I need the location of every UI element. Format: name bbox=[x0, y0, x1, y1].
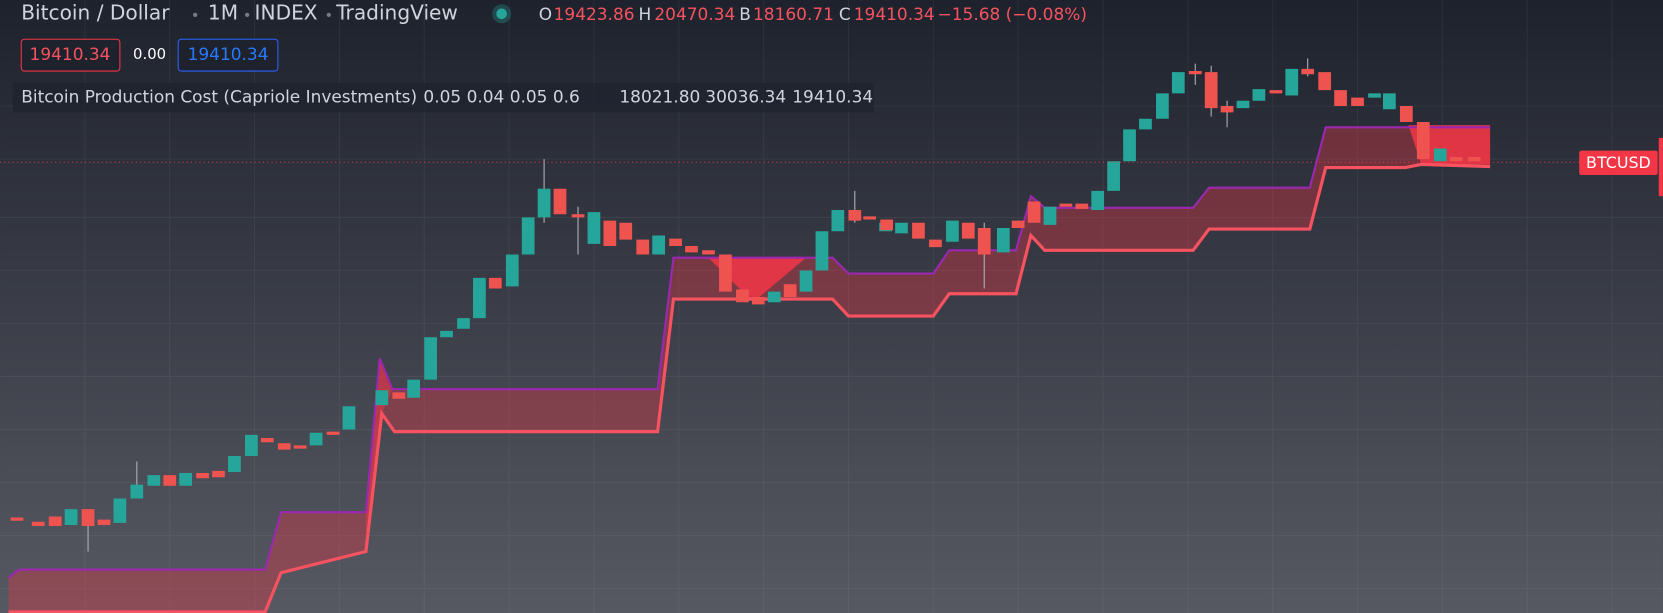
separator bbox=[326, 12, 331, 17]
interval: 1M bbox=[208, 0, 238, 24]
open-value: 19423.86 bbox=[554, 4, 635, 24]
spread: 0.00 bbox=[133, 46, 166, 63]
indicator-params: 0.05 0.04 0.05 0.6 bbox=[423, 87, 579, 107]
separator bbox=[245, 12, 250, 17]
lower-band bbox=[8, 162, 1491, 613]
red-candles bbox=[10, 68, 1481, 527]
band-fill bbox=[8, 127, 1491, 612]
platform: TradingView bbox=[335, 0, 458, 24]
buy-button[interactable] bbox=[177, 38, 279, 72]
indicator-bg bbox=[12, 82, 874, 113]
low-value: 18160.71 bbox=[753, 4, 834, 24]
source: INDEX bbox=[255, 0, 318, 24]
indicator-title: Bitcoin Production Cost (Capriole Invest… bbox=[21, 87, 417, 107]
market-status-dot bbox=[496, 8, 507, 20]
band-cross bbox=[708, 257, 807, 303]
open-label: O bbox=[539, 4, 552, 24]
high-label: H bbox=[638, 4, 651, 24]
price-label-box bbox=[1579, 150, 1658, 175]
buy-price: 19410.34 bbox=[188, 44, 269, 64]
indicator-name[interactable]: Bitcoin Production Cost (Capriole Invest… bbox=[21, 87, 580, 107]
symbol: Bitcoin / Dollar bbox=[21, 0, 170, 24]
high-value: 20470.34 bbox=[654, 4, 735, 24]
right-edge bbox=[1658, 137, 1663, 197]
change: −15.68 (−0.08%) bbox=[938, 4, 1087, 24]
indicator-value: 30036.34 bbox=[705, 87, 786, 107]
close-value: 19410.34 bbox=[854, 4, 935, 24]
price-label: BTCUSD bbox=[1586, 153, 1651, 172]
separator bbox=[193, 12, 198, 17]
sell-button[interactable] bbox=[20, 38, 121, 72]
sell-price: 19410.34 bbox=[30, 44, 111, 64]
indicator-value: 19410.34 bbox=[792, 87, 873, 107]
upper-band bbox=[7, 126, 1491, 579]
low-label: B bbox=[739, 4, 751, 24]
indicator-value: 18021.80 bbox=[619, 87, 700, 107]
close-label: C bbox=[839, 4, 851, 24]
